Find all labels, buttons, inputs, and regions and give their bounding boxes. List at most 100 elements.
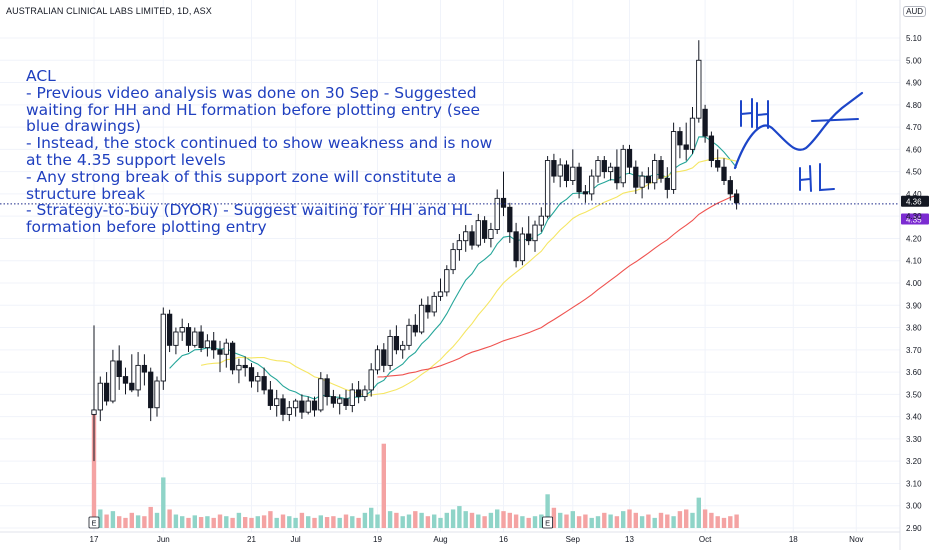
candle-body (614, 166, 620, 184)
candle-body (160, 313, 166, 382)
volume-bar (507, 512, 512, 528)
support-price-tag-bg (901, 213, 929, 225)
candle-body (469, 231, 475, 246)
volume-bar (627, 509, 632, 528)
candle-body (532, 224, 538, 242)
price-tick-label: 3.80 (906, 324, 922, 333)
volume-bar (728, 516, 733, 528)
volume-bar (614, 516, 620, 528)
volume-bar (98, 509, 103, 528)
candle-body (381, 349, 387, 366)
volume-bar (369, 507, 374, 528)
annotation-line: formation before plotting entry (26, 218, 267, 237)
candle-body (488, 229, 494, 239)
ma-slow-line (377, 194, 737, 378)
candle-body (236, 364, 242, 371)
volume-bar (198, 517, 204, 528)
volume-bar (318, 515, 323, 528)
price-tick-label: 3.30 (906, 435, 922, 444)
volume-bar (696, 497, 701, 528)
volume-bar (621, 511, 626, 528)
candle-body (248, 367, 255, 382)
volume-bar (639, 516, 645, 528)
candle-body (166, 313, 173, 346)
volume-bar (444, 512, 449, 528)
price-tick-label: 3.00 (906, 502, 922, 511)
candle-body (500, 197, 507, 208)
candle-body (400, 344, 406, 351)
volume-bar (394, 512, 399, 528)
volume-bar (513, 514, 519, 528)
candlesticks (91, 40, 740, 462)
price-tick-label: 4.70 (906, 123, 922, 132)
time-tick-label: 13 (625, 535, 634, 544)
volume-bar (476, 514, 481, 528)
candle-body (318, 378, 324, 411)
candle-body (450, 249, 456, 271)
price-tick-label: 4.30 (906, 212, 922, 221)
volume-bar (261, 515, 267, 528)
volume-bar (110, 511, 116, 528)
candle-body (211, 340, 217, 351)
candle-body (563, 164, 570, 181)
volume-bar (186, 517, 191, 528)
candle-body (280, 398, 286, 415)
candle-body (292, 400, 299, 409)
candle-body (110, 360, 116, 402)
volume-bar (432, 514, 437, 528)
candle-body (607, 166, 614, 173)
volume-bar (545, 494, 550, 528)
volume-bar (217, 514, 223, 528)
volume-bar (576, 516, 582, 528)
candle-body (387, 336, 393, 366)
volume-bar (211, 517, 216, 528)
candle-body (708, 135, 715, 161)
time-tick-label: 19 (373, 535, 382, 544)
candle-body (727, 180, 733, 195)
volume-bar (570, 511, 575, 528)
volume-bar (230, 517, 235, 528)
price-tick-label: 4.40 (906, 190, 922, 199)
annotation-line: structure break (26, 184, 146, 203)
candle-body (305, 400, 311, 413)
candle-body (551, 160, 557, 177)
volume-bar (526, 517, 531, 528)
candle-body (652, 160, 658, 184)
candle-body (406, 324, 412, 346)
currency-badge[interactable]: AUD (903, 6, 926, 17)
volume-bar (425, 516, 431, 528)
candle-body (721, 166, 727, 181)
price-tick-label: 4.20 (906, 234, 922, 243)
candle-body (664, 177, 670, 190)
volume-bar (595, 516, 601, 528)
volume-bar (450, 509, 456, 528)
volume-bar (633, 512, 638, 528)
candle-body (437, 291, 444, 297)
price-axis[interactable]: 5.10 5.00 4.90 4.80 4.70 4.60 4.50 4.40 4.30 4.20… (899, 0, 922, 550)
price-tick-label: 3.20 (906, 457, 922, 466)
candle-body (223, 342, 229, 355)
volume-bar (173, 514, 179, 528)
candle-body (261, 376, 267, 391)
annotation-line: - Any strong break of this support zone … (26, 167, 457, 186)
time-axis[interactable]: 17 Jun 21 Jul 19 Aug 16 Sep 13 Oct 18 Nov (0, 531, 900, 544)
volume-bar (129, 512, 134, 528)
earnings-marker (542, 516, 553, 529)
volume-bar (652, 517, 657, 528)
analysis-annotation: ACL - Previous video analysis was done o… (26, 68, 496, 236)
volume-bar (142, 516, 147, 528)
candle-body (122, 376, 129, 384)
candle-body (425, 304, 431, 313)
candle-body (538, 215, 544, 226)
volume-bar (438, 517, 443, 528)
candle-body (129, 382, 135, 391)
annotation-line: - Strategy-to-buy (DYOR) - Suggest waiti… (26, 201, 472, 220)
price-tick-label: 4.00 (906, 279, 922, 288)
annotation-line: waiting for HH and HL formation before p… (26, 100, 481, 119)
candle-body (645, 175, 652, 184)
annotation-line: blue drawings) (26, 117, 141, 136)
ma-mid-line (200, 157, 737, 396)
annotation-line: - Instead, the stock continued to show w… (26, 134, 493, 153)
volume-bar (539, 514, 544, 528)
